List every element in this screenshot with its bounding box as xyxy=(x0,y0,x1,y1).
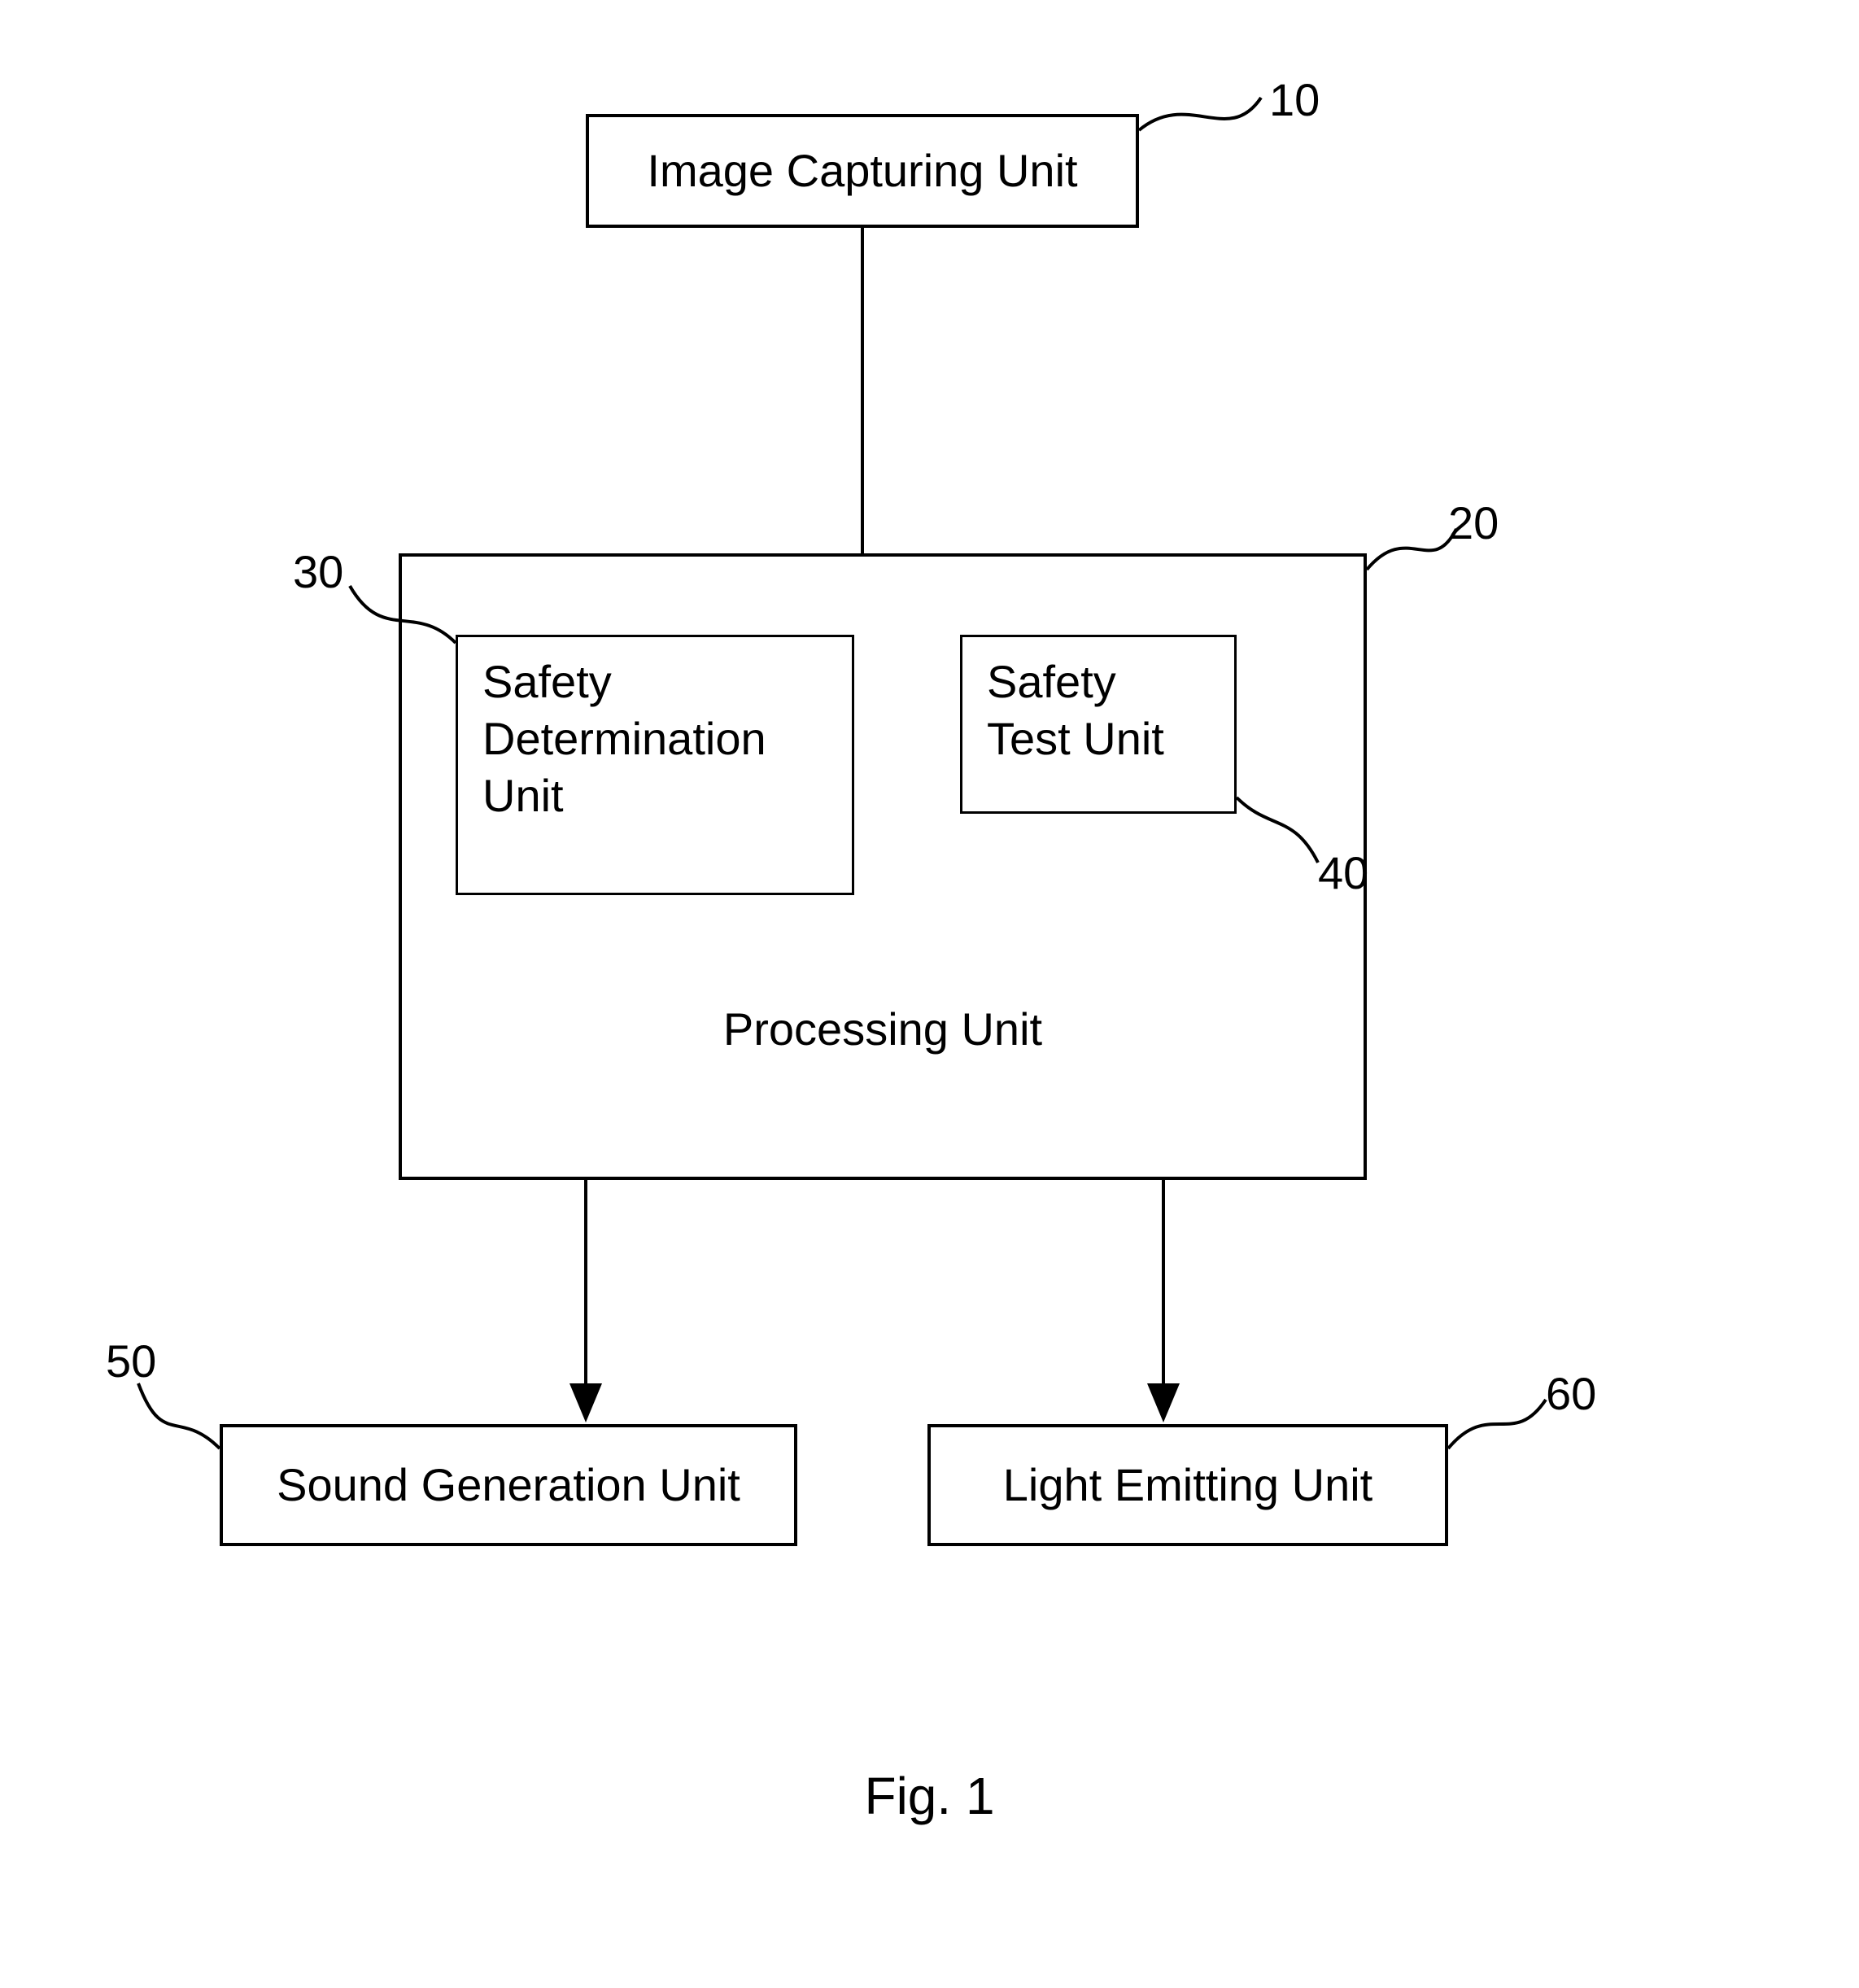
block-sound-generation-label: Sound Generation Unit xyxy=(277,1457,740,1514)
ref-50: 50 xyxy=(106,1335,156,1387)
block-processing-label-wrap: Processing Unit xyxy=(399,1001,1367,1058)
block-sound-generation: Sound Generation Unit xyxy=(220,1424,797,1546)
diagram-canvas: Image Capturing Unit Safety Determinatio… xyxy=(0,0,1859,1988)
ref-20: 20 xyxy=(1448,496,1499,549)
ref-40: 40 xyxy=(1318,846,1368,899)
leader-50 xyxy=(138,1383,220,1448)
leader-10 xyxy=(1139,98,1261,130)
block-light-emitting-label: Light Emitting Unit xyxy=(1003,1457,1372,1514)
block-safety-test-label: Safety Test Unit xyxy=(987,653,1164,767)
block-image-capturing: Image Capturing Unit xyxy=(586,114,1139,228)
ref-30: 30 xyxy=(293,545,343,598)
block-image-capturing-label: Image Capturing Unit xyxy=(647,142,1077,199)
figure-caption: Fig. 1 xyxy=(864,1766,994,1826)
block-safety-determination-label: Safety Determination Unit xyxy=(482,653,766,824)
block-processing-label: Processing Unit xyxy=(723,1003,1042,1055)
ref-60: 60 xyxy=(1546,1367,1596,1420)
block-safety-determination: Safety Determination Unit xyxy=(456,635,854,895)
ref-10: 10 xyxy=(1269,73,1320,126)
leader-20 xyxy=(1367,529,1456,570)
leader-60 xyxy=(1448,1400,1546,1448)
block-light-emitting: Light Emitting Unit xyxy=(927,1424,1448,1546)
block-safety-test: Safety Test Unit xyxy=(960,635,1237,814)
